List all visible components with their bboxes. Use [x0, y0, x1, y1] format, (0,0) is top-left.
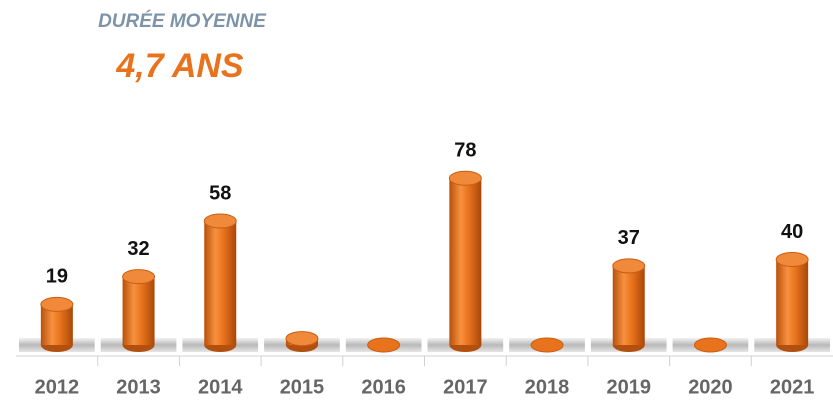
x-tick-label: 2014 [198, 376, 243, 398]
bar-top [448, 170, 482, 186]
bar-top [203, 213, 237, 229]
bar-top [530, 337, 564, 353]
bar [204, 221, 237, 345]
x-tick-label: 2013 [116, 376, 161, 398]
chart-subtitle: 4,7 ANS [115, 47, 244, 85]
x-tick-label: 2019 [607, 376, 652, 398]
x-tick-label: 2016 [361, 376, 406, 398]
x-tick-label: 2020 [688, 376, 733, 398]
bar-top [693, 337, 727, 353]
x-tick-label: 2021 [770, 376, 815, 398]
bar-top [775, 252, 809, 267]
bar [612, 265, 645, 345]
data-label: 32 [127, 238, 149, 260]
data-label: 19 [46, 266, 68, 288]
x-tick-label: 2017 [443, 376, 488, 398]
bar [449, 178, 482, 345]
data-label: 78 [454, 140, 476, 162]
x-tick-label: 2015 [280, 376, 325, 398]
chart-title: DURÉE MOYENNE [98, 10, 267, 32]
data-label: 37 [618, 227, 640, 249]
x-tick-label: 2018 [525, 376, 570, 398]
data-label: 40 [781, 221, 803, 243]
data-label: 58 [209, 182, 231, 204]
bar-top [285, 331, 319, 347]
bar-top [367, 337, 401, 353]
bar [776, 259, 809, 345]
x-tick-label: 2012 [35, 376, 80, 398]
bar-top [122, 269, 156, 285]
bar [122, 276, 155, 345]
bar-top [40, 296, 74, 312]
bar-top [612, 258, 646, 274]
